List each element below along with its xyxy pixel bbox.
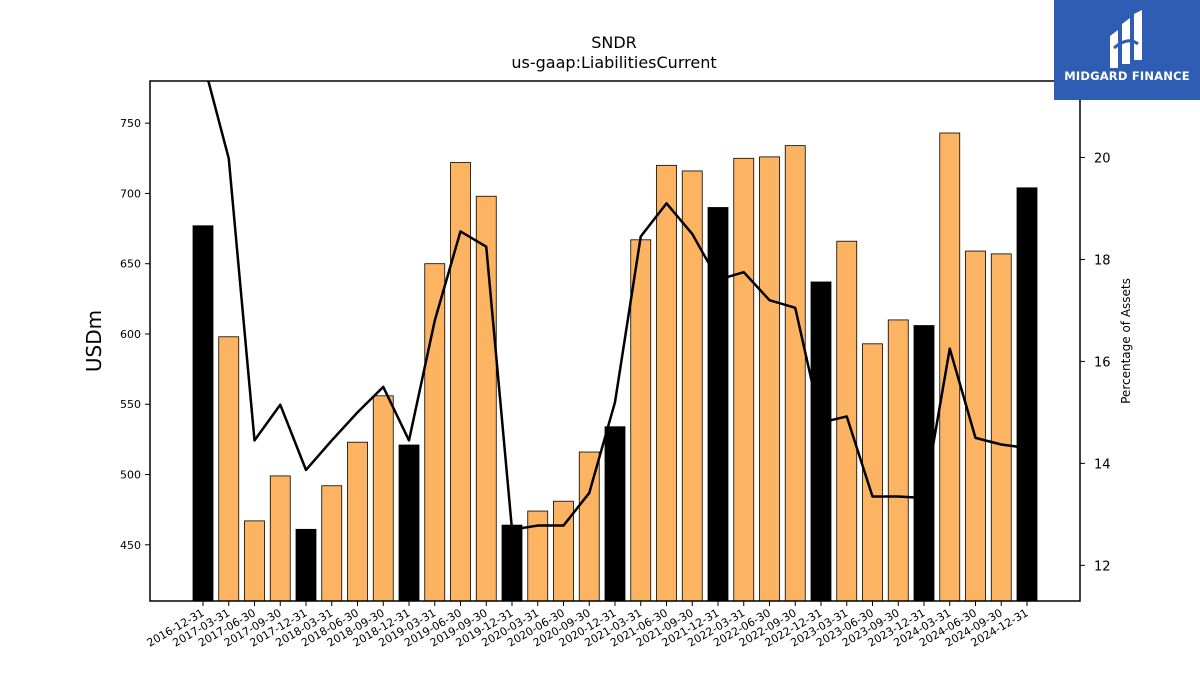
bar-2018-12-31: [398, 444, 420, 602]
bar-2023-09-30: [887, 319, 909, 602]
bar-2018-06-30: [347, 441, 368, 602]
y-tick-label: 750: [120, 117, 141, 130]
bar-2017-09-30: [269, 475, 291, 602]
bar-2018-03-31: [321, 485, 343, 602]
bar-2021-03-31: [630, 239, 652, 602]
bar-2021-06-30: [656, 164, 677, 602]
y2-tick-label: 20: [1094, 151, 1111, 166]
y-axis: 450 500 550 600 650 700 750: [120, 117, 150, 552]
y2-tick-label: 18: [1094, 253, 1111, 268]
bar-2018-09-30: [372, 395, 394, 602]
bar-2024-09-30: [990, 253, 1012, 602]
bar-2017-03-31: [218, 336, 240, 602]
y2-tick-label: 14: [1094, 457, 1111, 472]
y2-axis-label: Percentage of Assets: [1119, 278, 1133, 404]
x-axis: 2016-12-312017-03-312017-06-302017-09-30…: [145, 601, 1031, 650]
bar-2019-03-31: [424, 263, 446, 602]
bar-2022-03-31: [733, 157, 755, 602]
y-tick-label: 600: [120, 328, 141, 341]
bar-2017-12-31: [295, 528, 317, 602]
bar-2024-12-31: [1016, 187, 1038, 602]
midgard-logo-icon: [1110, 10, 1142, 68]
y-tick-label: 650: [120, 258, 141, 271]
bar-layer: [192, 132, 1038, 602]
bar-2022-09-30: [784, 145, 806, 602]
line-layer: [207, 81, 1028, 531]
y-tick-label: 550: [120, 398, 141, 411]
y2-axis: 12 14 16 18 20: [1080, 151, 1111, 574]
y-tick-label: 500: [120, 469, 141, 482]
chart-subtitle: us-gaap:LiabilitiesCurrent: [511, 53, 716, 72]
y-tick-label: 450: [120, 539, 141, 552]
logo-text: MIDGARD FINANCE: [1064, 69, 1190, 83]
chart-title: SNDR: [591, 33, 637, 52]
y2-tick-label: 16: [1094, 355, 1111, 370]
y2-tick-label: 12: [1094, 559, 1111, 574]
y-axis-label: USDm: [82, 310, 106, 372]
bar-2024-03-31: [939, 132, 961, 602]
bar-2022-12-31: [810, 281, 832, 602]
logo: MIDGARD FINANCE: [1054, 0, 1200, 100]
bar-2024-06-30: [965, 250, 986, 602]
y-tick-label: 700: [120, 187, 141, 200]
bar-2022-06-30: [759, 156, 780, 602]
bar-2019-12-31: [501, 524, 523, 602]
bar-2016-12-31: [192, 225, 214, 602]
bar-2019-06-30: [450, 162, 471, 602]
bar-2017-06-30: [244, 520, 265, 602]
bar-2020-09-30: [578, 451, 600, 602]
percentage-line: [207, 81, 1028, 531]
bar-2023-03-31: [836, 240, 858, 602]
bar-2020-12-31: [604, 426, 626, 602]
